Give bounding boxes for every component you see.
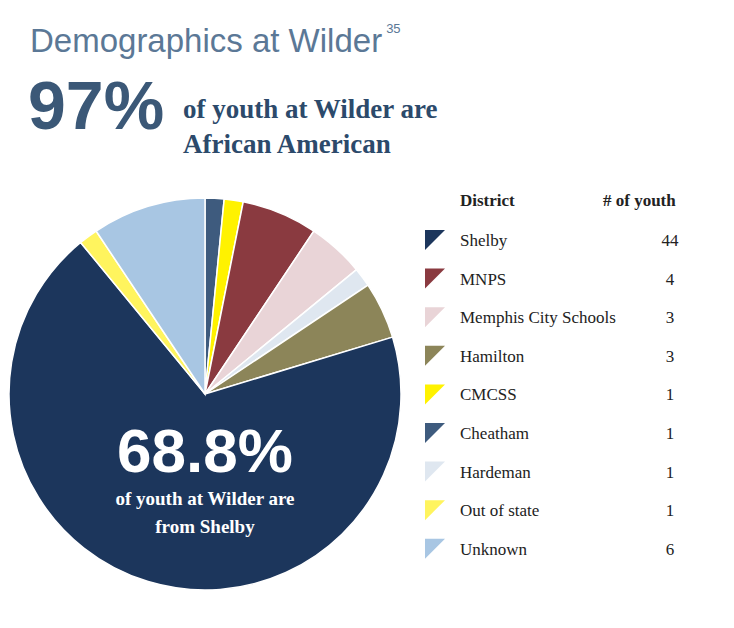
chart: Demographics at Wilder 35 97% of youth at W… <box>0 0 734 628</box>
legend-label: Out of state <box>460 501 539 520</box>
legend-swatch <box>425 500 445 520</box>
pie-slice <box>96 198 205 394</box>
legend-value: 1 <box>666 385 675 404</box>
legend-swatch <box>425 384 445 404</box>
legend-swatch <box>425 230 445 250</box>
annotation-text: of youth at Wilder are <box>115 488 294 509</box>
legend-value: 1 <box>666 501 675 520</box>
legend-value: 44 <box>662 231 680 250</box>
legend-label: MNPS <box>460 270 506 289</box>
legend-swatch <box>425 462 445 482</box>
legend-value: 4 <box>666 270 675 289</box>
legend-label: Cheatham <box>460 424 529 443</box>
annotation-value: 68.8% <box>117 416 293 485</box>
legend-header: # of youth <box>603 191 676 210</box>
headline-text: African American <box>183 129 391 159</box>
legend-value: 1 <box>666 463 675 482</box>
annotation-text: from Shelby <box>155 516 255 537</box>
legend-label: Hardeman <box>460 463 531 482</box>
legend-label: Shelby <box>460 231 508 250</box>
legend-label: CMCSS <box>460 385 517 404</box>
headline-value: 97% <box>28 67 164 143</box>
legend-swatch <box>425 269 445 289</box>
legend-value: 6 <box>666 540 675 559</box>
footnote-ref: 35 <box>386 21 400 36</box>
legend-swatch <box>425 423 445 443</box>
legend-value: 3 <box>666 347 675 366</box>
legend-label: Unknown <box>460 540 528 559</box>
legend-value: 3 <box>666 308 675 327</box>
legend: District # of youth Shelby 44 MNPS 4 Memphis C… <box>425 191 679 559</box>
legend-swatch <box>425 539 445 559</box>
headline-text: of youth at Wilder are <box>183 94 438 124</box>
legend-swatch <box>425 307 445 327</box>
title: Demographics at Wilder <box>30 22 382 59</box>
legend-value: 1 <box>666 424 675 443</box>
legend-swatch <box>425 346 445 366</box>
legend-label: Hamilton <box>460 347 525 366</box>
legend-header: District <box>460 191 515 210</box>
legend-label: Memphis City Schools <box>460 308 616 327</box>
pie <box>9 198 401 590</box>
